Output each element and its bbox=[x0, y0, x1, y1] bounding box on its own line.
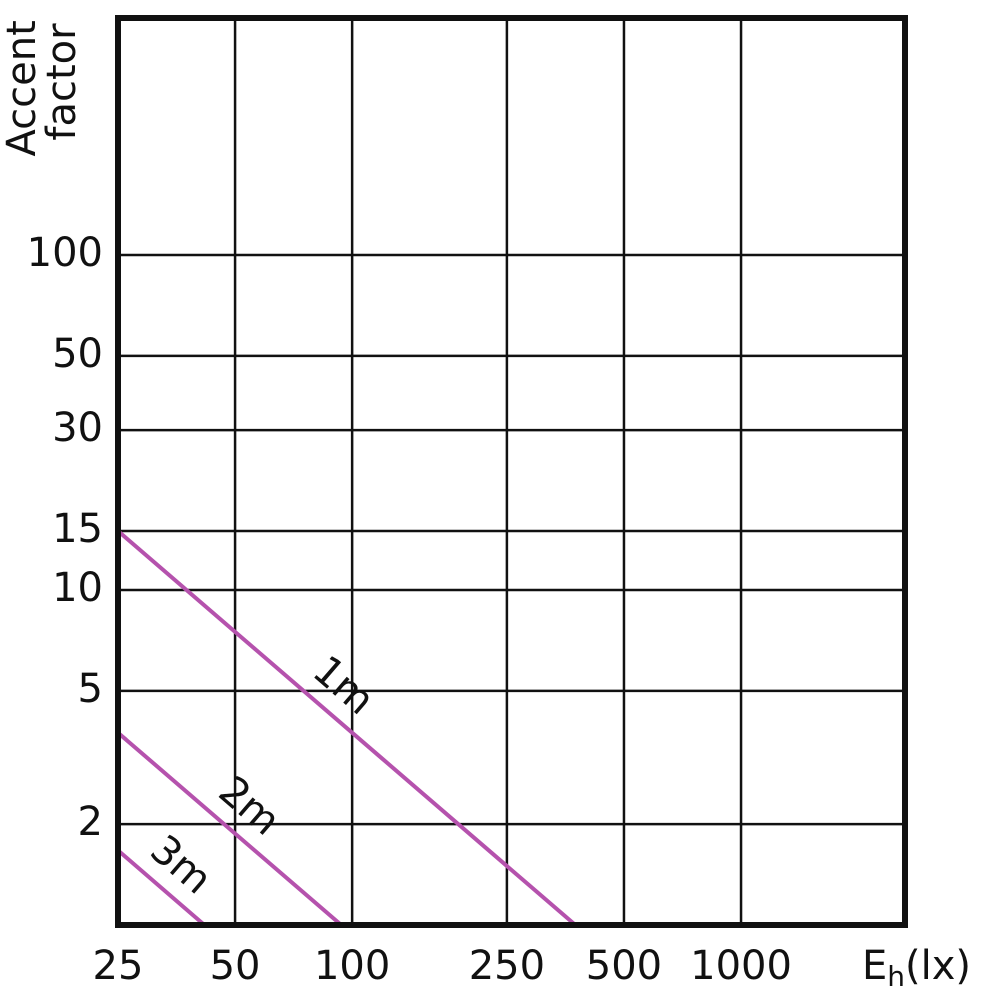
grid bbox=[116, 18, 905, 925]
y-tick-label: 2 bbox=[78, 799, 103, 845]
y-axis-label-line: Accent bbox=[0, 20, 45, 156]
x-tick-label: 1000 bbox=[690, 943, 792, 989]
y-tick-label: 30 bbox=[52, 405, 103, 451]
y-tick-label: 5 bbox=[78, 666, 103, 712]
series bbox=[116, 529, 577, 927]
series-label: 2m bbox=[210, 768, 289, 845]
y-tick-label: 15 bbox=[52, 506, 103, 552]
x-tick-label: 100 bbox=[314, 943, 390, 989]
x-axis-label-unit: (lx) bbox=[905, 943, 971, 989]
series-line bbox=[116, 529, 577, 927]
y-tick-label: 100 bbox=[27, 230, 103, 276]
series-label: 1m bbox=[304, 647, 383, 724]
series-line bbox=[116, 731, 343, 927]
x-axis-label: Eh(lx) bbox=[862, 943, 971, 993]
x-tick-label: 500 bbox=[586, 943, 662, 989]
series-line bbox=[116, 848, 206, 927]
plot-border bbox=[115, 15, 908, 928]
y-axis-label-line: factor bbox=[39, 23, 85, 141]
y-tick-label: 10 bbox=[52, 565, 103, 611]
x-tick-label: 25 bbox=[93, 943, 144, 989]
x-tick-label: 250 bbox=[469, 943, 545, 989]
series-label: 3m bbox=[141, 827, 220, 904]
x-tick-label: 50 bbox=[210, 943, 261, 989]
y-tick-label: 50 bbox=[52, 331, 103, 377]
x-axis-label-sub: h bbox=[887, 960, 905, 993]
y-axis-label: Accent factor bbox=[0, 7, 85, 156]
x-axis-label-main: E bbox=[862, 943, 887, 989]
